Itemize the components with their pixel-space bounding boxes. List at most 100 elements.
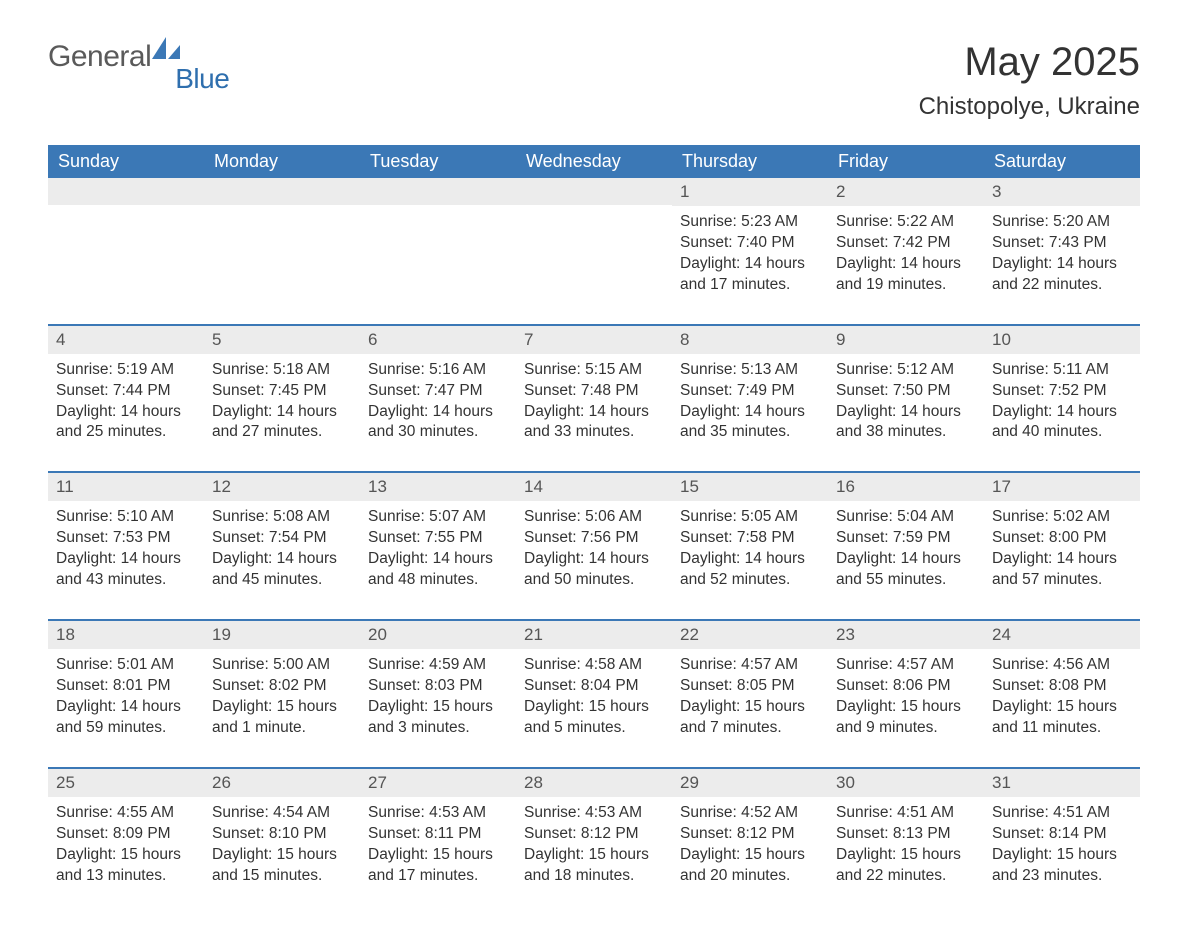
daylight-text: Daylight: 15 hours and 18 minutes. [524, 845, 664, 887]
sunset-text: Sunset: 7:43 PM [992, 233, 1132, 254]
calendar: Sunday Monday Tuesday Wednesday Thursday… [48, 145, 1140, 886]
day-details: Sunrise: 5:13 AMSunset: 7:49 PMDaylight:… [672, 354, 828, 444]
day-number: 22 [672, 621, 828, 649]
day-details: Sunrise: 5:06 AMSunset: 7:56 PMDaylight:… [516, 501, 672, 591]
sunrise-text: Sunrise: 4:57 AM [680, 655, 820, 676]
sunset-text: Sunset: 8:14 PM [992, 824, 1132, 845]
sunset-text: Sunset: 7:59 PM [836, 528, 976, 549]
day-number: 11 [48, 473, 204, 501]
day-cell: 10Sunrise: 5:11 AMSunset: 7:52 PMDayligh… [984, 326, 1140, 444]
day-number: 8 [672, 326, 828, 354]
day-number: 1 [672, 178, 828, 206]
day-number: 19 [204, 621, 360, 649]
daylight-text: Daylight: 14 hours and 48 minutes. [368, 549, 508, 591]
day-cell: 9Sunrise: 5:12 AMSunset: 7:50 PMDaylight… [828, 326, 984, 444]
day-details: Sunrise: 4:52 AMSunset: 8:12 PMDaylight:… [672, 797, 828, 887]
day-cell: 16Sunrise: 5:04 AMSunset: 7:59 PMDayligh… [828, 473, 984, 591]
weekday-header: Friday [828, 145, 984, 178]
daylight-text: Daylight: 14 hours and 33 minutes. [524, 402, 664, 444]
day-number: 26 [204, 769, 360, 797]
day-number: 6 [360, 326, 516, 354]
sunrise-text: Sunrise: 5:07 AM [368, 507, 508, 528]
calendar-week: 4Sunrise: 5:19 AMSunset: 7:44 PMDaylight… [48, 324, 1140, 444]
day-cell: 14Sunrise: 5:06 AMSunset: 7:56 PMDayligh… [516, 473, 672, 591]
title-block: May 2025 Chistopolye, Ukraine [919, 40, 1140, 121]
day-cell: 3Sunrise: 5:20 AMSunset: 7:43 PMDaylight… [984, 178, 1140, 296]
sunset-text: Sunset: 7:42 PM [836, 233, 976, 254]
daylight-text: Daylight: 14 hours and 19 minutes. [836, 254, 976, 296]
day-details: Sunrise: 5:12 AMSunset: 7:50 PMDaylight:… [828, 354, 984, 444]
sunset-text: Sunset: 7:53 PM [56, 528, 196, 549]
sunrise-text: Sunrise: 5:06 AM [524, 507, 664, 528]
daylight-text: Daylight: 15 hours and 20 minutes. [680, 845, 820, 887]
sunrise-text: Sunrise: 5:20 AM [992, 212, 1132, 233]
sunset-text: Sunset: 7:52 PM [992, 381, 1132, 402]
day-details: Sunrise: 5:07 AMSunset: 7:55 PMDaylight:… [360, 501, 516, 591]
day-cell: 29Sunrise: 4:52 AMSunset: 8:12 PMDayligh… [672, 769, 828, 887]
sunset-text: Sunset: 7:47 PM [368, 381, 508, 402]
logo-word-1: General [48, 40, 151, 74]
daylight-text: Daylight: 14 hours and 57 minutes. [992, 549, 1132, 591]
daylight-text: Daylight: 15 hours and 9 minutes. [836, 697, 976, 739]
sunrise-text: Sunrise: 4:51 AM [992, 803, 1132, 824]
weekday-header: Tuesday [360, 145, 516, 178]
daylight-text: Daylight: 15 hours and 17 minutes. [368, 845, 508, 887]
day-cell: 11Sunrise: 5:10 AMSunset: 7:53 PMDayligh… [48, 473, 204, 591]
daylight-text: Daylight: 14 hours and 45 minutes. [212, 549, 352, 591]
day-cell [48, 178, 204, 296]
daylight-text: Daylight: 15 hours and 23 minutes. [992, 845, 1132, 887]
day-cell: 17Sunrise: 5:02 AMSunset: 8:00 PMDayligh… [984, 473, 1140, 591]
day-number: 25 [48, 769, 204, 797]
daylight-text: Daylight: 14 hours and 17 minutes. [680, 254, 820, 296]
day-number: 7 [516, 326, 672, 354]
day-cell: 24Sunrise: 4:56 AMSunset: 8:08 PMDayligh… [984, 621, 1140, 739]
day-number [516, 178, 672, 205]
sunrise-text: Sunrise: 5:16 AM [368, 360, 508, 381]
day-details: Sunrise: 5:08 AMSunset: 7:54 PMDaylight:… [204, 501, 360, 591]
sunset-text: Sunset: 7:44 PM [56, 381, 196, 402]
sunrise-text: Sunrise: 4:51 AM [836, 803, 976, 824]
day-number [48, 178, 204, 205]
day-details: Sunrise: 5:15 AMSunset: 7:48 PMDaylight:… [516, 354, 672, 444]
day-number: 28 [516, 769, 672, 797]
day-number: 18 [48, 621, 204, 649]
day-number: 27 [360, 769, 516, 797]
day-details: Sunrise: 5:18 AMSunset: 7:45 PMDaylight:… [204, 354, 360, 444]
day-number: 21 [516, 621, 672, 649]
sunrise-text: Sunrise: 5:12 AM [836, 360, 976, 381]
day-details: Sunrise: 4:54 AMSunset: 8:10 PMDaylight:… [204, 797, 360, 887]
sunset-text: Sunset: 7:54 PM [212, 528, 352, 549]
day-cell: 26Sunrise: 4:54 AMSunset: 8:10 PMDayligh… [204, 769, 360, 887]
daylight-text: Daylight: 15 hours and 15 minutes. [212, 845, 352, 887]
sunset-text: Sunset: 8:08 PM [992, 676, 1132, 697]
calendar-week: 25Sunrise: 4:55 AMSunset: 8:09 PMDayligh… [48, 767, 1140, 887]
sunrise-text: Sunrise: 4:56 AM [992, 655, 1132, 676]
sunset-text: Sunset: 8:09 PM [56, 824, 196, 845]
day-details: Sunrise: 4:59 AMSunset: 8:03 PMDaylight:… [360, 649, 516, 739]
daylight-text: Daylight: 15 hours and 3 minutes. [368, 697, 508, 739]
weekday-header: Sunday [48, 145, 204, 178]
sunrise-text: Sunrise: 4:52 AM [680, 803, 820, 824]
sunrise-text: Sunrise: 5:04 AM [836, 507, 976, 528]
day-number: 15 [672, 473, 828, 501]
daylight-text: Daylight: 14 hours and 30 minutes. [368, 402, 508, 444]
logo-word-2: Blue [175, 63, 229, 95]
day-details: Sunrise: 5:10 AMSunset: 7:53 PMDaylight:… [48, 501, 204, 591]
weekday-header: Monday [204, 145, 360, 178]
day-number: 4 [48, 326, 204, 354]
day-cell: 2Sunrise: 5:22 AMSunset: 7:42 PMDaylight… [828, 178, 984, 296]
day-number: 29 [672, 769, 828, 797]
day-number: 5 [204, 326, 360, 354]
logo: General Blue [48, 40, 239, 74]
sunrise-text: Sunrise: 5:19 AM [56, 360, 196, 381]
daylight-text: Daylight: 14 hours and 35 minutes. [680, 402, 820, 444]
daylight-text: Daylight: 14 hours and 25 minutes. [56, 402, 196, 444]
daylight-text: Daylight: 15 hours and 5 minutes. [524, 697, 664, 739]
day-cell: 6 Sunrise: 5:16 AMSunset: 7:47 PMDaylight… [360, 326, 516, 444]
day-cell [360, 178, 516, 296]
sunset-text: Sunset: 8:02 PM [212, 676, 352, 697]
sunrise-text: Sunrise: 5:02 AM [992, 507, 1132, 528]
sunrise-text: Sunrise: 5:08 AM [212, 507, 352, 528]
day-cell: 27Sunrise: 4:53 AMSunset: 8:11 PMDayligh… [360, 769, 516, 887]
day-number: 14 [516, 473, 672, 501]
